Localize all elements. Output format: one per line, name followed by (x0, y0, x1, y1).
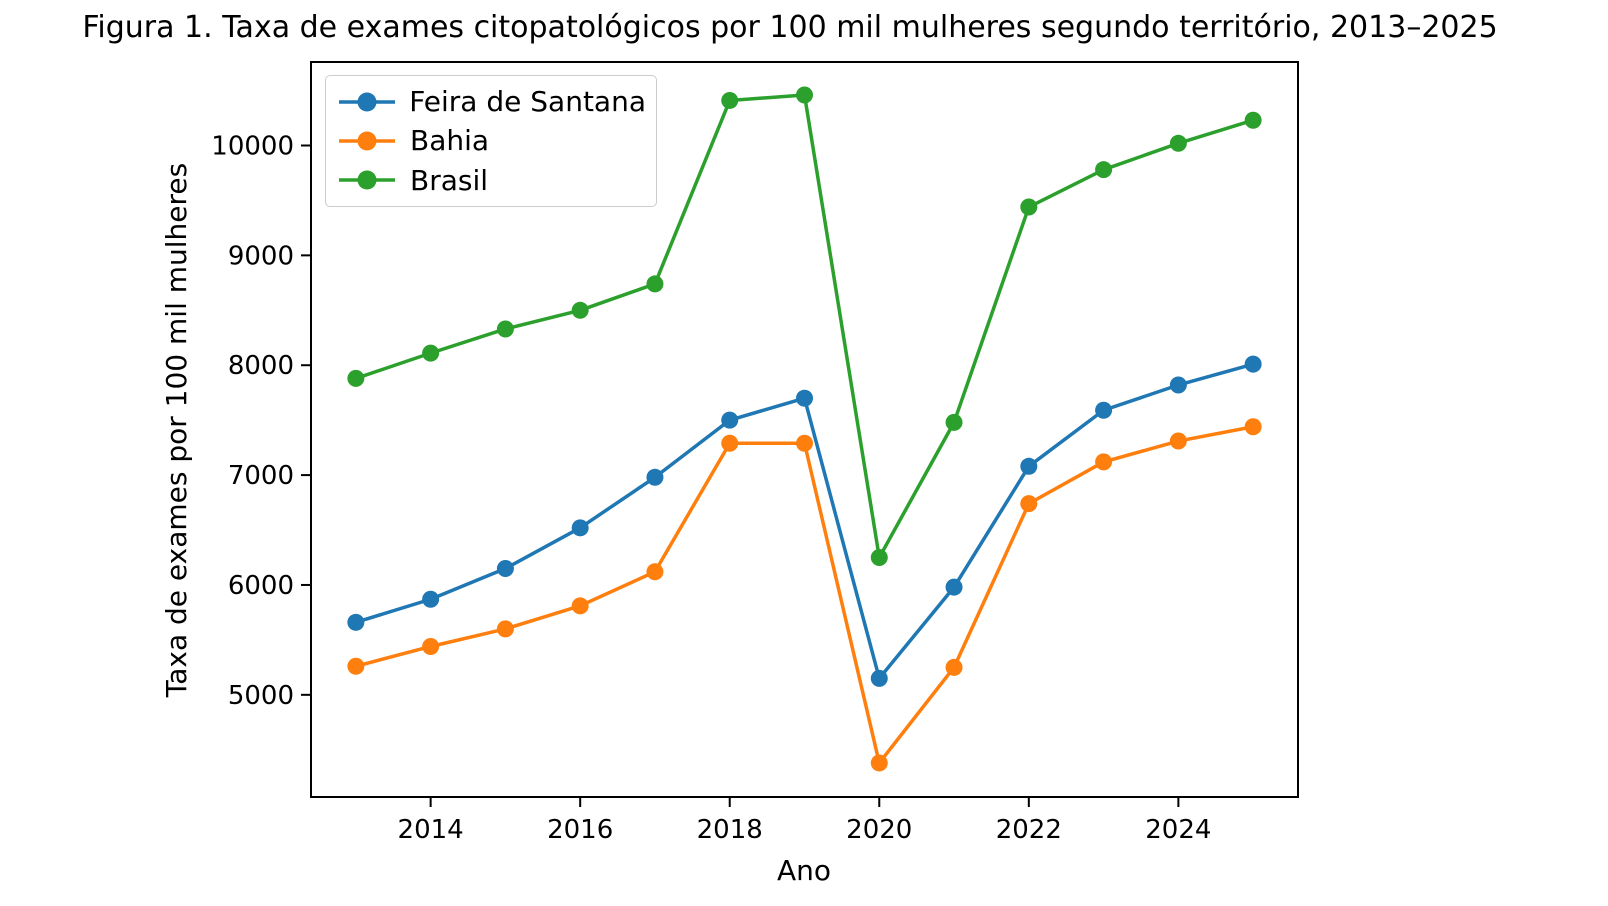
y-tick-label: 8000 (228, 351, 294, 381)
legend-item-feira-de-santana: Feira de Santana (336, 85, 646, 118)
x-tick-label: 2014 (398, 815, 464, 845)
chart-title: Figura 1. Taxa de exames citopatológicos… (82, 10, 1498, 45)
y-tick-label: 7000 (228, 461, 294, 491)
legend: Feira de Santana Bahia Brasil (325, 75, 657, 207)
data-point-brasil-2022 (1020, 198, 1038, 216)
data-point-bahia-2013 (347, 657, 365, 675)
data-point-feira-de-santana-2013 (347, 613, 365, 631)
data-point-feira-de-santana-2016 (571, 519, 589, 537)
data-point-brasil-2024 (1169, 134, 1187, 152)
data-point-feira-de-santana-2023 (1095, 401, 1113, 419)
data-point-brasil-2019 (796, 86, 813, 104)
data-point-feira-de-santana-2024 (1169, 376, 1187, 394)
data-point-feira-de-santana-2020 (870, 669, 888, 687)
data-point-feira-de-santana-2021 (945, 578, 963, 596)
legend-swatch-line-marker-icon (339, 170, 395, 190)
data-point-brasil-2021 (945, 413, 963, 431)
data-point-feira-de-santana-2015 (496, 559, 514, 577)
data-point-bahia-2023 (1095, 453, 1113, 471)
legend-item-bahia: Bahia (336, 124, 646, 157)
x-tick-label: 2018 (697, 815, 763, 845)
data-point-feira-de-santana-2017 (646, 468, 664, 486)
data-point-bahia-2014 (422, 637, 440, 655)
data-point-brasil-2025 (1244, 111, 1262, 129)
x-tick-label: 2016 (547, 815, 613, 845)
data-point-brasil-2023 (1095, 161, 1113, 179)
data-point-feira-de-santana-2018 (721, 411, 739, 429)
x-tick-label: 2022 (996, 815, 1062, 845)
data-point-feira-de-santana-2014 (422, 590, 440, 608)
legend-label: Brasil (410, 163, 489, 197)
data-point-bahia-2022 (1020, 495, 1038, 513)
data-point-brasil-2018 (721, 91, 739, 109)
data-point-brasil-2020 (870, 548, 888, 566)
data-point-bahia-2018 (721, 434, 739, 452)
data-point-brasil-2015 (496, 320, 514, 338)
data-point-bahia-2021 (945, 658, 963, 676)
data-point-brasil-2017 (646, 275, 664, 293)
legend-swatch-line-marker-icon (339, 131, 395, 151)
data-point-feira-de-santana-2019 (796, 389, 813, 407)
y-axis-label: Taxa de exames por 100 mil mulheres (160, 163, 193, 699)
data-point-feira-de-santana-2022 (1020, 457, 1038, 475)
legend-item-brasil: Brasil (336, 164, 646, 197)
data-point-brasil-2013 (347, 369, 365, 387)
data-point-bahia-2019 (796, 434, 813, 452)
y-tick-label: 6000 (228, 571, 294, 601)
data-point-bahia-2017 (646, 563, 664, 581)
y-tick-label: 9000 (228, 241, 294, 271)
y-tick-label: 10000 (211, 131, 294, 161)
data-point-bahia-2016 (571, 597, 589, 615)
x-axis-label: Ano (777, 854, 831, 887)
x-tick-label: 2020 (846, 815, 912, 845)
y-tick-label: 5000 (228, 681, 294, 711)
data-point-feira-de-santana-2025 (1244, 355, 1262, 373)
data-point-brasil-2014 (422, 344, 440, 362)
legend-label: Feira de Santana (409, 85, 646, 119)
legend-swatch-line-marker-icon (339, 92, 395, 112)
data-point-bahia-2020 (870, 754, 888, 772)
legend-label: Bahia (410, 124, 490, 158)
data-point-bahia-2025 (1244, 418, 1262, 436)
x-tick-label: 2024 (1145, 815, 1211, 845)
data-point-brasil-2016 (571, 301, 589, 319)
data-point-bahia-2024 (1169, 432, 1187, 450)
data-point-bahia-2015 (496, 620, 514, 638)
